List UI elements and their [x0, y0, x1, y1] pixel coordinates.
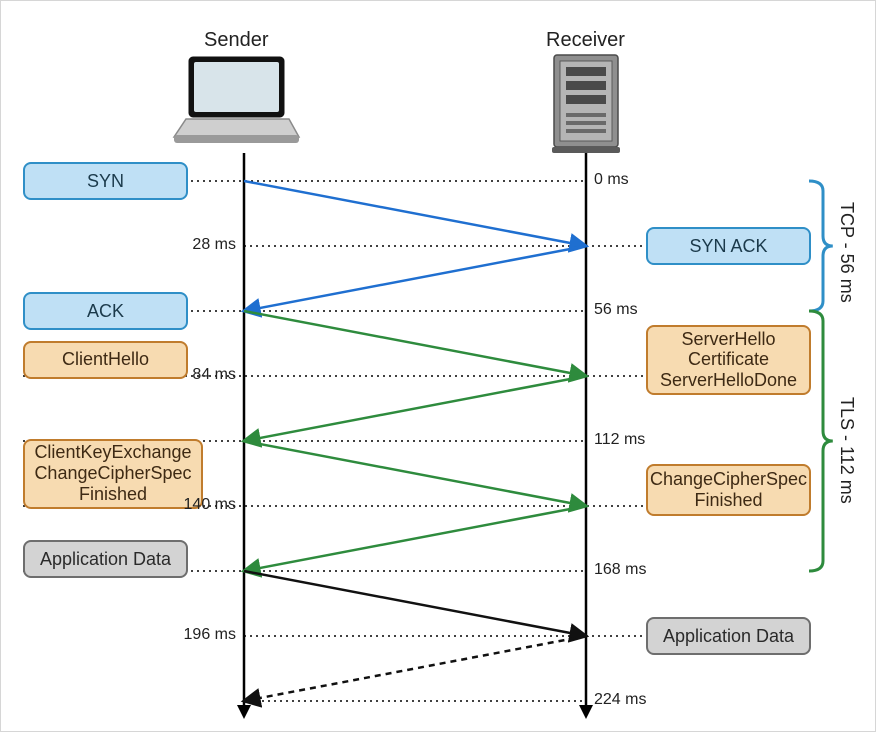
time-label: 224 ms — [594, 691, 646, 709]
message-arrow — [244, 571, 586, 636]
tls-bracket-label: TLS - 112 ms — [836, 397, 857, 504]
tls-bracket — [809, 311, 833, 571]
time-label: 28 ms — [192, 236, 236, 254]
tcp-bracket-label: TCP - 56 ms — [836, 202, 857, 303]
message-arrow — [244, 246, 586, 311]
msg-box-appdata-r: Application Data — [646, 617, 811, 655]
server-icon — [552, 55, 620, 153]
time-label: 196 ms — [184, 626, 236, 644]
msg-box-appdata-s: Application Data — [23, 540, 188, 578]
message-arrow — [244, 376, 586, 441]
tcp-bracket — [809, 181, 833, 311]
message-arrow — [244, 506, 586, 571]
time-label: 56 ms — [594, 301, 638, 319]
time-label: 112 ms — [594, 431, 645, 449]
msg-box-synack: SYN ACK — [646, 227, 811, 265]
msg-box-ckx: ClientKeyExchange ChangeCipherSpec Finis… — [23, 439, 203, 509]
msg-box-ccs-r: ChangeCipherSpec Finished — [646, 464, 811, 516]
time-label: 140 ms — [184, 496, 236, 514]
message-arrow — [244, 441, 586, 506]
msg-box-ack: ACK — [23, 292, 188, 330]
time-label: 0 ms — [594, 171, 629, 189]
message-arrow — [244, 181, 586, 246]
time-label: 84 ms — [192, 366, 236, 384]
msg-box-syn: SYN — [23, 162, 188, 200]
message-arrow — [244, 311, 586, 376]
diagram-frame: { "layout": { "width": 876, "height": 73… — [0, 0, 876, 732]
msg-box-shello: ServerHello Certificate ServerHelloDone — [646, 325, 811, 395]
laptop-icon — [174, 57, 299, 143]
message-arrow — [244, 636, 586, 701]
time-label: 168 ms — [594, 561, 646, 579]
msg-box-clienthello: ClientHello — [23, 341, 188, 379]
